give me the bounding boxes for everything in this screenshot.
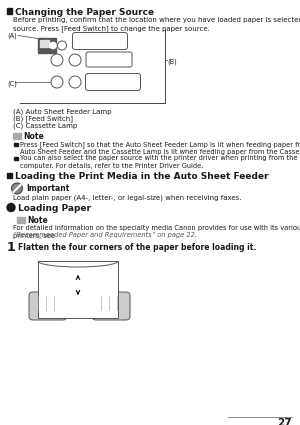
FancyBboxPatch shape — [29, 292, 67, 320]
FancyBboxPatch shape — [73, 32, 128, 49]
Bar — [17, 216, 25, 223]
Bar — [38, 261, 118, 318]
Bar — [7, 8, 12, 14]
Text: (B) [Feed Switch]: (B) [Feed Switch] — [13, 115, 73, 122]
Text: (B): (B) — [167, 58, 177, 65]
Text: “Recommended Paper and Requirements” on page 22.: “Recommended Paper and Requirements” on … — [13, 232, 197, 238]
Text: (C): (C) — [7, 80, 17, 87]
Text: Loading Paper: Loading Paper — [18, 204, 91, 213]
Bar — [13, 133, 21, 139]
Text: You can also select the paper source with the printer driver when printing from : You can also select the paper source wit… — [20, 155, 298, 169]
Text: Important: Important — [26, 184, 69, 193]
Bar — [40, 40, 49, 47]
Text: Press [Feed Switch] so that the Auto Sheet Feeder Lamp is lit when feeding paper: Press [Feed Switch] so that the Auto She… — [20, 141, 300, 156]
Text: (C) Cassette Lamp: (C) Cassette Lamp — [13, 122, 77, 128]
Text: For detailed information on the specialty media Canon provides for use with its : For detailed information on the specialt… — [13, 225, 300, 238]
Circle shape — [7, 204, 15, 212]
Text: Flatten the four corners of the paper before loading it.: Flatten the four corners of the paper be… — [18, 243, 256, 252]
Text: Note: Note — [27, 216, 48, 225]
Circle shape — [11, 183, 22, 194]
Text: Changing the Paper Source: Changing the Paper Source — [15, 8, 154, 17]
Text: Before printing, confirm that the location where you have loaded paper is select: Before printing, confirm that the locati… — [13, 17, 300, 31]
Text: Load plain paper (A4-, letter-, or legal-size) when receiving faxes.: Load plain paper (A4-, letter-, or legal… — [13, 194, 242, 201]
Bar — [7, 173, 12, 178]
Text: (A) Auto Sheet Feeder Lamp: (A) Auto Sheet Feeder Lamp — [13, 108, 112, 114]
Circle shape — [51, 54, 63, 66]
Text: 1: 1 — [7, 241, 16, 254]
Bar — [38, 38, 56, 53]
Bar — [14, 142, 17, 146]
Circle shape — [50, 42, 56, 49]
Circle shape — [69, 54, 81, 66]
Text: 27: 27 — [278, 418, 292, 425]
FancyBboxPatch shape — [85, 74, 140, 91]
Circle shape — [69, 76, 81, 88]
Text: (A): (A) — [7, 32, 17, 39]
Bar — [14, 156, 17, 160]
FancyBboxPatch shape — [86, 52, 132, 67]
FancyBboxPatch shape — [92, 292, 130, 320]
Text: Loading the Print Media in the Auto Sheet Feeder: Loading the Print Media in the Auto Shee… — [15, 172, 268, 181]
Circle shape — [51, 76, 63, 88]
Text: Note: Note — [23, 132, 44, 141]
Circle shape — [58, 41, 67, 50]
